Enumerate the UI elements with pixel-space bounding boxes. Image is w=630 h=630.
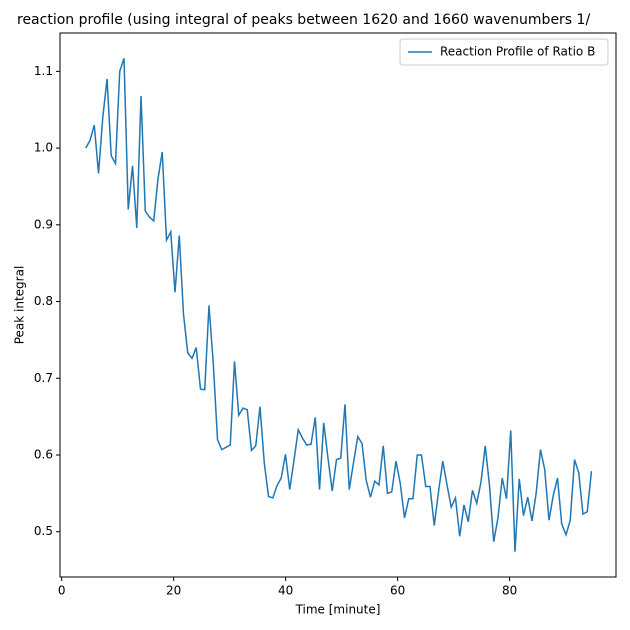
legend-box <box>399 38 609 66</box>
y-tick-label: 1.0 <box>34 141 53 155</box>
chart-title: reaction profile (using integral of peak… <box>17 12 590 28</box>
y-tick-label: 0.7 <box>34 371 53 385</box>
data-line <box>85 58 593 552</box>
y-tick-label: 0.5 <box>34 524 53 538</box>
legend-label: Reaction Profile of Ratio B <box>440 45 595 59</box>
y-tick-label: 1.1 <box>34 64 53 78</box>
x-tick-label: 40 <box>278 584 293 598</box>
x-axis-label: Time [minute] <box>295 603 381 617</box>
x-tick-label: 60 <box>390 584 405 598</box>
y-axis-label: Peak integral <box>13 266 27 345</box>
plot-frame <box>59 32 617 578</box>
x-tick-label: 20 <box>166 584 181 598</box>
x-tick-label: 80 <box>502 584 517 598</box>
x-tick-label: 0 <box>58 584 66 598</box>
y-tick-label: 0.8 <box>34 294 53 308</box>
y-tick-label: 0.9 <box>34 217 53 231</box>
y-tick-label: 0.6 <box>34 448 53 462</box>
